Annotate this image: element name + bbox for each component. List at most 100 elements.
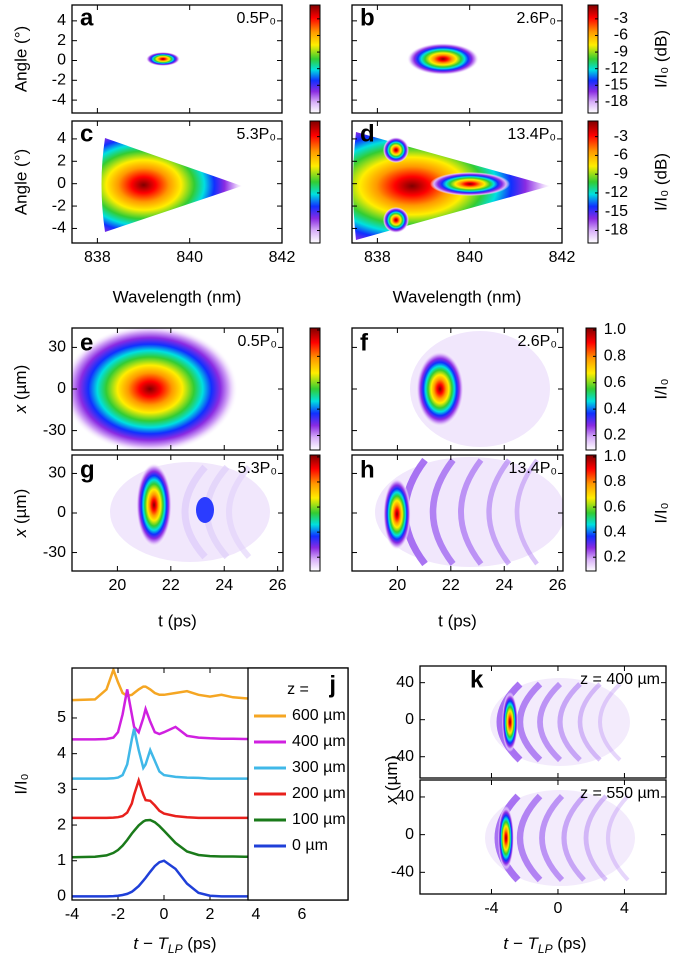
x-tick-label: 22 xyxy=(442,577,460,594)
plot-frame xyxy=(351,4,563,114)
colorbar xyxy=(585,454,597,572)
intensity-pattern xyxy=(498,806,514,870)
plot-frame xyxy=(71,4,283,114)
panel-annotation: 13.4P₀ xyxy=(509,460,557,477)
panel-annotation: 0.5P₀ xyxy=(237,333,277,350)
panel-letter: e xyxy=(80,329,93,356)
colorbar-tick-label: -6 xyxy=(614,147,628,164)
y-tick-label: -30 xyxy=(43,422,66,439)
axis-label: Wavelength (nm) xyxy=(113,287,242,306)
intensity-pattern xyxy=(429,458,456,566)
colorbar-tick-label: -3 xyxy=(614,10,628,27)
y-tick-label: 2 xyxy=(57,816,66,833)
lines xyxy=(72,668,268,898)
heatmap-image xyxy=(353,132,550,240)
legend-label: 300 µm xyxy=(292,759,346,776)
panel-letter: a xyxy=(80,4,94,31)
y-tick-label: 0 xyxy=(405,711,414,728)
x-tick-label: 4 xyxy=(620,900,629,917)
label-sub: LP xyxy=(538,942,553,956)
y-tick-label: 30 xyxy=(48,465,66,482)
legend-box xyxy=(247,667,349,901)
intensity-pattern xyxy=(539,794,565,882)
y-tick-label: 4 xyxy=(57,12,66,29)
panel-annotation: 2.6P₀ xyxy=(516,10,556,27)
x-tick-label: 24 xyxy=(215,577,233,594)
intensity-pattern xyxy=(514,458,539,566)
panel-letter: b xyxy=(360,4,375,31)
intensity-pattern xyxy=(458,458,484,566)
y-tick-label: 5 xyxy=(57,709,66,726)
x-tick-label: 842 xyxy=(549,249,576,266)
axis-label: x (µm) xyxy=(11,365,30,415)
series-line xyxy=(72,776,268,820)
panel-letter: f xyxy=(360,329,369,356)
intensity-pattern xyxy=(383,137,409,163)
panel-annotation: 5.3P₀ xyxy=(236,126,276,143)
colorbar-tick-label: 0.8 xyxy=(604,473,626,490)
label-unit: (µm) xyxy=(11,489,30,529)
heatmap-image xyxy=(72,328,238,450)
y-tick-label: 30 xyxy=(48,339,66,356)
intensity-pattern xyxy=(407,43,479,75)
legend-label: 200 µm xyxy=(292,785,346,802)
y-tick-label: 4 xyxy=(57,130,66,147)
plot-frame xyxy=(351,120,563,244)
colorbar-tick-label: 0.4 xyxy=(604,523,626,540)
y-tick-label: 4 xyxy=(57,745,66,762)
y-tick-label: -4 xyxy=(52,220,66,237)
colorbar-tick-label: -9 xyxy=(614,165,628,182)
x-tick-label: 840 xyxy=(176,249,203,266)
panel-annotation: 5.3P₀ xyxy=(237,460,277,477)
intensity-pattern xyxy=(583,794,608,882)
axis-label: t (ps) xyxy=(438,611,477,630)
label-unit: (ps) xyxy=(553,934,587,953)
y-tick-label: 2 xyxy=(57,32,66,49)
series-line xyxy=(72,728,268,780)
intensity-pattern xyxy=(181,464,208,560)
colorbar-tick-label: 0.8 xyxy=(604,348,626,365)
heatmap-image xyxy=(101,138,242,232)
panel-letter: j xyxy=(328,671,336,698)
x-tick-label: 4 xyxy=(252,906,261,923)
y-tick-label: 0 xyxy=(405,826,414,843)
x-tick-label: 0 xyxy=(554,900,563,917)
panel-letter: c xyxy=(80,120,93,147)
heatmap-image xyxy=(110,462,270,562)
series-line xyxy=(72,689,268,741)
panel-letter: h xyxy=(360,456,375,483)
intensity-pattern xyxy=(146,52,180,66)
colorbar-tick-label: -15 xyxy=(605,203,628,220)
legend-title: z = xyxy=(287,681,309,698)
colorbar-tick-label: -12 xyxy=(605,60,628,77)
colorbar-tick-label: 0.4 xyxy=(604,400,626,417)
colorbar xyxy=(309,120,321,244)
intensity-pattern xyxy=(375,457,563,567)
y-tick-label: 40 xyxy=(396,674,414,691)
x-tick-label: -2 xyxy=(111,906,125,923)
intensity-pattern xyxy=(606,794,630,882)
y-tick-label: -40 xyxy=(391,748,414,765)
axis-label: I/I₀ (dB) xyxy=(651,153,670,211)
y-tick-label: 2 xyxy=(57,153,66,170)
y-tick-label: 0 xyxy=(57,888,66,905)
intensity-pattern xyxy=(72,328,238,450)
y-tick-label: 40 xyxy=(396,788,414,805)
panel-annotation: 0.5P₀ xyxy=(236,10,276,27)
y-tick-label: -30 xyxy=(43,544,66,561)
x-tick-label: 842 xyxy=(269,249,296,266)
colorbar-tick-label: -12 xyxy=(605,184,628,201)
x-tick-label: 22 xyxy=(162,577,180,594)
label-var: x xyxy=(11,404,30,414)
axis-label: I/I₀ xyxy=(651,502,670,523)
colorbar-tick-label: 0.6 xyxy=(604,374,626,391)
heatmap-image xyxy=(490,678,630,766)
colorbar xyxy=(585,327,597,451)
panel-annotation: z = 550 µm xyxy=(580,785,660,802)
series-line xyxy=(72,859,268,898)
colorbar-tick-label: -6 xyxy=(614,27,628,44)
axis-label: I/I₀ (dB) xyxy=(651,30,670,88)
colorbar xyxy=(309,327,321,451)
legend-label: 0 µm xyxy=(292,837,328,854)
axis-label: I/I₀ xyxy=(11,773,30,794)
